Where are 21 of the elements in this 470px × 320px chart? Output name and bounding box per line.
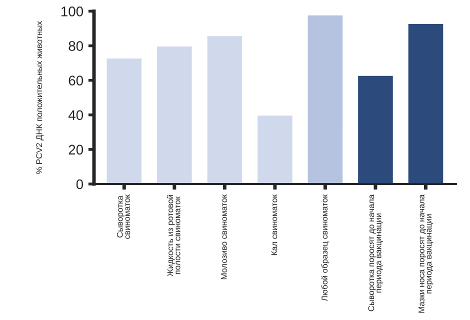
bar	[256, 114, 294, 184]
y-tick-label: 40	[68, 110, 84, 120]
y-tick-label: 100	[61, 6, 84, 16]
x-tick-label: Жидкость из ротовой полости свиноматок	[166, 194, 180, 276]
x-tick-label: Сыворотка поросят до начала периода вакцинации	[368, 194, 383, 312]
bar	[156, 45, 194, 184]
bar	[406, 22, 445, 184]
y-tick-label: 20	[68, 144, 84, 155]
y-tick-label: 0	[76, 179, 84, 190]
x-tick-label: Любой образец свиноматок	[321, 194, 330, 302]
y-tick-label: 80	[68, 41, 84, 51]
x-tick-label: Сыворотка свиноматок	[116, 194, 130, 239]
bar	[356, 74, 394, 184]
bar	[206, 34, 244, 184]
y-tick-label: 60	[68, 76, 84, 86]
bar	[306, 14, 344, 184]
bar	[105, 57, 143, 184]
x-tick-label: Мазки носа поросят до начала периода вакцинации	[418, 194, 434, 313]
x-tick-label: Кал свиноматок	[271, 194, 278, 256]
y-axis-title: % PCV2 ДНК положительных животных	[36, 21, 44, 174]
x-tick-label: Молозиво свиноматок	[221, 194, 227, 280]
